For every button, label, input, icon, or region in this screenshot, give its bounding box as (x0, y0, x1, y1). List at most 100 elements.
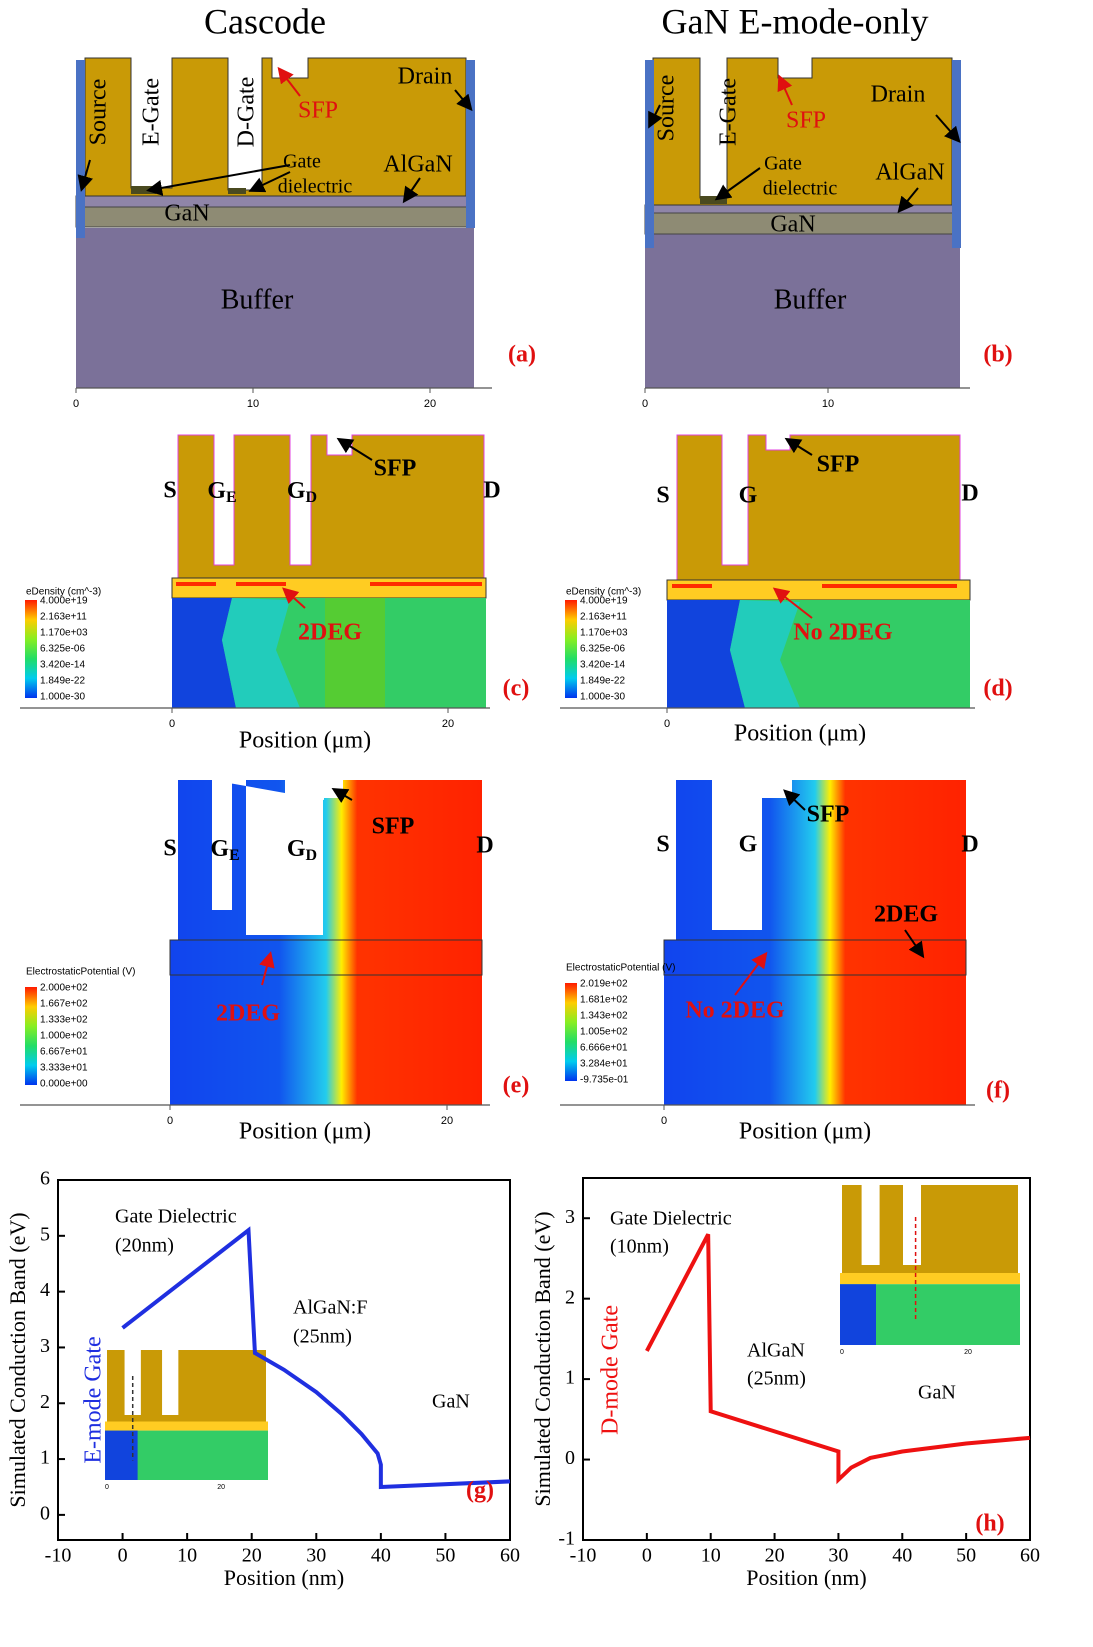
annotation: (10nm) (610, 1236, 669, 1258)
x-tick-label: 0 (118, 1545, 128, 1567)
inset (840, 1185, 1020, 1345)
label: Drain (398, 64, 453, 90)
colorbar-label: 2.019e+02 (580, 979, 628, 990)
panel-letter: (d) (983, 676, 1012, 702)
annotation: (20nm) (115, 1235, 174, 1257)
y-axis-label: Simulated Conduction Band (eV) (5, 1212, 30, 1507)
edensity-cascode (20, 434, 490, 709)
label: GaN (164, 201, 209, 227)
column-title: Cascode (204, 1, 326, 41)
label: Gate (764, 153, 802, 175)
colorbar-label: 4.000e+19 (580, 596, 628, 607)
inset-band (105, 1421, 268, 1431)
label: SFP (817, 452, 860, 478)
colorbar-label: 1.000e+02 (40, 1031, 88, 1042)
colorbar-label: 1.005e+02 (580, 1027, 628, 1038)
colorbar-label: 1.000e-30 (40, 692, 85, 703)
y-tick-label: 3 (565, 1206, 575, 1228)
colorbar-label: 1.170e+03 (580, 628, 628, 639)
colorbar-label: 4.000e+19 (40, 596, 88, 607)
y-tick-label: 5 (40, 1223, 50, 1245)
panel-letter: (a) (508, 342, 536, 368)
panel-letter: (g) (466, 1478, 494, 1504)
x-tick-label: 0 (664, 718, 670, 730)
colorbar-label: 3.420e-14 (580, 660, 625, 671)
column-title: GaN E-mode-only (662, 1, 929, 41)
label: SFP (374, 456, 417, 482)
colorbar-label: 6.666e+01 (580, 1043, 628, 1054)
label: S (656, 832, 669, 858)
y-tick-label: 2 (40, 1391, 50, 1413)
colorbar-label: 2.163e+11 (40, 612, 87, 623)
x-tick-label: 30 (828, 1545, 848, 1567)
inset-gap (861, 1185, 880, 1265)
x-tick-label: 0 (661, 1115, 667, 1127)
inset-field (840, 1284, 876, 1345)
annotation: AlGaN (747, 1340, 805, 1362)
x-axis-label: Position (nm) (746, 1565, 866, 1590)
x-tick-label: 40 (371, 1545, 391, 1567)
x-tick-label: 60 (1020, 1545, 1040, 1567)
panel-letter: (f) (986, 1078, 1010, 1104)
x-tick-label: 20 (242, 1545, 262, 1567)
line (645, 1233, 1031, 1485)
label: D (476, 833, 493, 859)
label: GD (287, 836, 317, 864)
y-tick-label: 3 (40, 1335, 50, 1357)
x-tick-label: 10 (247, 398, 259, 410)
label: G (739, 832, 758, 858)
colorbar-label: 0.000e+00 (40, 1079, 88, 1090)
colorbar-label: 6.325e-06 (580, 644, 625, 655)
panel-letter: (h) (975, 1511, 1004, 1537)
annotation: Gate Dielectric (610, 1208, 732, 1230)
label: D (483, 478, 500, 504)
label: dielectric (763, 178, 838, 200)
annotation: 2DEG (216, 1001, 280, 1027)
y-tick-label: 6 (40, 1168, 50, 1190)
colorbar-label: -9.735e-01 (580, 1075, 629, 1086)
x-tick-label: 10 (701, 1545, 721, 1567)
annotation: No 2DEG (685, 998, 785, 1024)
colorbar-label: 3.333e+01 (40, 1063, 88, 1074)
colorbar-label: 1.667e+02 (40, 999, 88, 1010)
inset-gap (903, 1185, 921, 1265)
colorbar-label: 1.849e-22 (40, 676, 85, 687)
inset-gap (162, 1350, 179, 1415)
label: D (961, 481, 978, 507)
colorbar-title: ElectrostaticPotential (V) (26, 967, 136, 978)
inset-tick-label: 20 (964, 1349, 972, 1356)
annotation: 2DEG (298, 620, 362, 646)
label: SFP (807, 802, 850, 828)
label: E-Gate (716, 78, 742, 146)
x-tick-label: 50 (956, 1545, 976, 1567)
annotation: Gate Dielectric (115, 1206, 237, 1228)
colorbar-label: 1.170e+03 (40, 628, 88, 639)
y-tick-label: 1 (565, 1367, 575, 1389)
colorbar-title: eDensity (cm^-3) (26, 587, 101, 598)
label: AlGaN (383, 152, 452, 178)
x-tick-label: 10 (177, 1545, 197, 1567)
x-tick-label: 30 (306, 1545, 326, 1567)
device-emode (644, 57, 970, 389)
inset-gap (124, 1350, 141, 1415)
annotation: GaN (918, 1382, 956, 1404)
y-tick-label: 4 (40, 1279, 50, 1301)
inset (105, 1350, 268, 1480)
x-tick-label: -10 (570, 1545, 597, 1567)
label: D (961, 832, 978, 858)
x-tick-label: 40 (892, 1545, 912, 1567)
x-tick-label: 10 (822, 398, 834, 410)
x-tick-label: 0 (73, 398, 79, 410)
colorbar-label: 1.000e-30 (580, 692, 625, 703)
annotation: GaN (432, 1391, 470, 1413)
inset-band (840, 1273, 1020, 1285)
label: SFP (786, 108, 826, 134)
colorbar-label: 6.325e-06 (40, 644, 85, 655)
x-tick-label: 20 (765, 1545, 785, 1567)
legend-label: D-mode Gate (598, 1305, 624, 1435)
y-tick-label: 1 (40, 1447, 50, 1469)
y-tick-label: 2 (565, 1286, 575, 1308)
colorbar-title: eDensity (cm^-3) (566, 587, 641, 598)
annotation: 2DEG (874, 902, 938, 928)
